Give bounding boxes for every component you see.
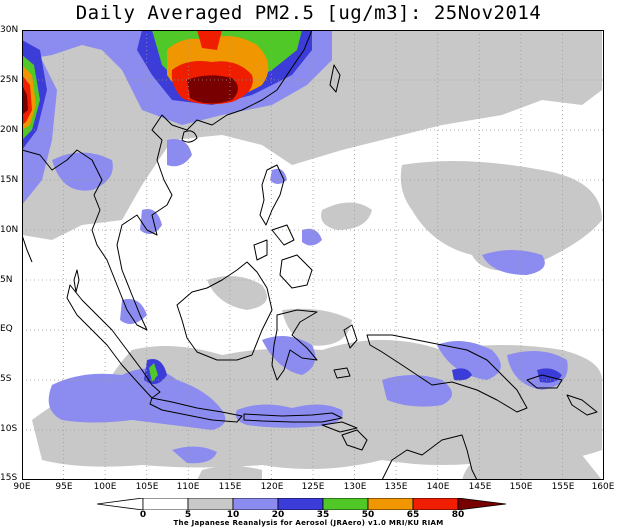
lon-label: 90E: [13, 482, 31, 492]
colorbar-ticks: 0 5 10 20 35 50 65 80: [0, 510, 617, 522]
lat-label: 5S: [0, 374, 12, 384]
lat-label: 10S: [0, 424, 18, 434]
colorbar-tick: 50: [361, 510, 375, 520]
lat-label: 15S: [0, 473, 18, 483]
colorbar-tick: 0: [139, 510, 147, 520]
lon-label: 135E: [384, 482, 408, 492]
lat-label: EQ: [0, 324, 13, 334]
lon-label: 105E: [135, 482, 159, 492]
lat-label: 30N: [0, 25, 19, 35]
colorbar-seg-65-80: [412, 498, 459, 510]
colorbar-seg-10-20: [232, 498, 279, 510]
colorbar: [97, 498, 507, 510]
colorbar-seg-5-10: [187, 498, 234, 510]
lon-label: 100E: [93, 482, 117, 492]
coastlines: [22, 30, 598, 480]
lon-label: 140E: [426, 482, 450, 492]
pm-level-dark-red: [22, 75, 238, 115]
lat-label: 25N: [0, 75, 19, 85]
map-canvas: [22, 30, 604, 480]
colorbar-seg-over: [457, 498, 507, 510]
lon-label: 150E: [509, 482, 533, 492]
colorbar-tick: 35: [316, 510, 330, 520]
lon-label: 130E: [343, 482, 367, 492]
colorbar-tick: 5: [184, 510, 192, 520]
colorbar-tick: 65: [406, 510, 420, 520]
lat-label: 15N: [0, 175, 19, 185]
lon-label: 120E: [260, 482, 284, 492]
lon-label: 115E: [218, 482, 242, 492]
lon-label: 110E: [176, 482, 200, 492]
colorbar-tick: 80: [451, 510, 465, 520]
lon-label: 160E: [591, 482, 615, 492]
colorbar-seg-0-5: [142, 498, 189, 510]
lat-label: 20N: [0, 125, 19, 135]
map-title: Daily Averaged PM2.5 [ug/m3]: 25Nov2014: [75, 2, 542, 24]
pm25-map: [22, 30, 604, 480]
colorbar-seg-50-65: [367, 498, 414, 510]
lon-label: 95E: [55, 482, 73, 492]
colorbar-tick: 20: [271, 510, 285, 520]
lon-label: 145E: [468, 482, 492, 492]
map-grid: [22, 30, 604, 480]
lat-label: 5N: [0, 275, 13, 285]
credit-line: The Japanese Reanalysis for Aerosol (JRA…: [173, 519, 444, 527]
colorbar-seg-under: [97, 498, 144, 510]
colorbar-seg-20-35: [277, 498, 324, 510]
map-frame: [22, 30, 604, 480]
lon-label: 155E: [551, 482, 575, 492]
colorbar-seg-35-50: [322, 498, 369, 510]
lat-label: 10N: [0, 225, 19, 235]
colorbar-tick: 10: [226, 510, 240, 520]
lon-label: 125E: [301, 482, 325, 492]
